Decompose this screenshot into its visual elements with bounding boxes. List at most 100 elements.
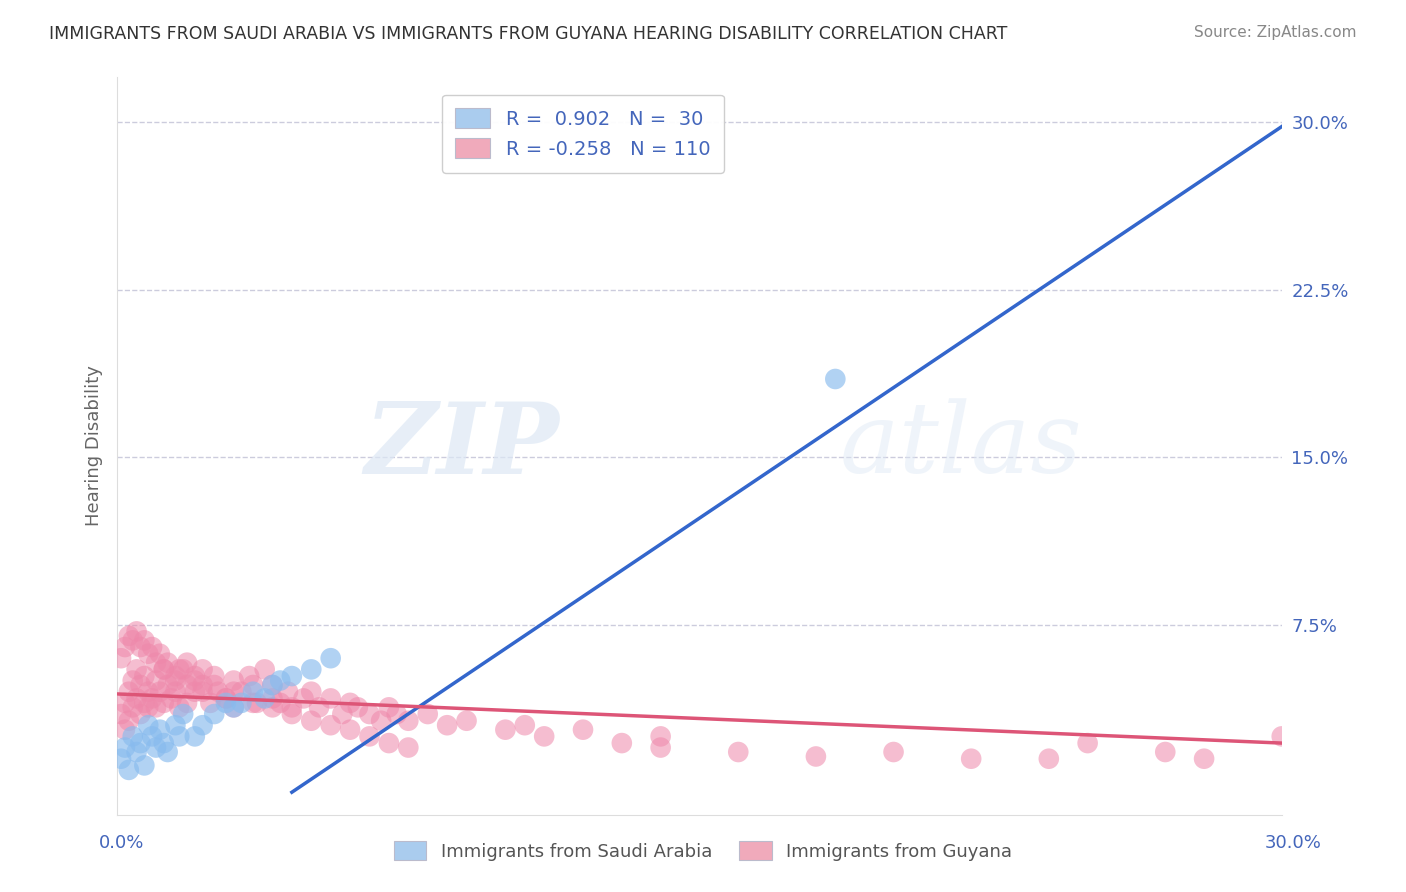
Point — [118, 684, 141, 698]
Point — [114, 740, 136, 755]
Point — [156, 656, 179, 670]
Point — [202, 669, 225, 683]
Point — [396, 740, 419, 755]
Point — [191, 678, 214, 692]
Point — [176, 696, 198, 710]
Point — [165, 673, 187, 688]
Point — [804, 749, 827, 764]
Point — [299, 684, 322, 698]
Point — [319, 651, 342, 665]
Point — [176, 656, 198, 670]
Point — [184, 669, 207, 683]
Point — [129, 706, 152, 721]
Point — [114, 723, 136, 737]
Point — [169, 730, 191, 744]
Point — [883, 745, 905, 759]
Point — [960, 752, 983, 766]
Point — [169, 662, 191, 676]
Point — [172, 706, 194, 721]
Point — [141, 691, 163, 706]
Point — [572, 723, 595, 737]
Point — [141, 730, 163, 744]
Point — [262, 678, 284, 692]
Point — [222, 700, 245, 714]
Point — [118, 629, 141, 643]
Point — [253, 691, 276, 706]
Point — [238, 669, 260, 683]
Point — [202, 678, 225, 692]
Point — [292, 691, 315, 706]
Legend: Immigrants from Saudi Arabia, Immigrants from Guyana: Immigrants from Saudi Arabia, Immigrants… — [385, 832, 1021, 870]
Point — [141, 640, 163, 654]
Point — [145, 656, 167, 670]
Point — [330, 706, 353, 721]
Point — [134, 758, 156, 772]
Point — [156, 678, 179, 692]
Point — [191, 684, 214, 698]
Point — [129, 736, 152, 750]
Point — [114, 640, 136, 654]
Point — [152, 662, 174, 676]
Point — [152, 736, 174, 750]
Point — [172, 662, 194, 676]
Point — [246, 696, 269, 710]
Text: 0.0%: 0.0% — [98, 834, 143, 852]
Point — [149, 723, 172, 737]
Point — [1077, 736, 1099, 750]
Y-axis label: Hearing Disability: Hearing Disability — [86, 366, 103, 526]
Text: atlas: atlas — [839, 399, 1083, 493]
Point — [385, 706, 408, 721]
Point — [222, 700, 245, 714]
Point — [231, 696, 253, 710]
Point — [129, 640, 152, 654]
Point — [281, 706, 304, 721]
Point — [118, 763, 141, 777]
Point — [165, 684, 187, 698]
Text: IMMIGRANTS FROM SAUDI ARABIA VS IMMIGRANTS FROM GUYANA HEARING DISABILITY CORREL: IMMIGRANTS FROM SAUDI ARABIA VS IMMIGRAN… — [49, 25, 1008, 43]
Point — [169, 700, 191, 714]
Point — [396, 714, 419, 728]
Point — [118, 714, 141, 728]
Point — [110, 651, 132, 665]
Point — [165, 718, 187, 732]
Point — [456, 714, 478, 728]
Point — [222, 673, 245, 688]
Point — [121, 700, 143, 714]
Point — [125, 624, 148, 639]
Point — [200, 696, 222, 710]
Point — [134, 633, 156, 648]
Point — [136, 684, 159, 698]
Point — [416, 706, 439, 721]
Point — [242, 696, 264, 710]
Point — [207, 684, 229, 698]
Legend: R =  0.902   N =  30, R = -0.258   N = 110: R = 0.902 N = 30, R = -0.258 N = 110 — [441, 95, 724, 172]
Point — [242, 684, 264, 698]
Point — [533, 730, 555, 744]
Point — [378, 700, 401, 714]
Point — [215, 696, 238, 710]
Point — [339, 696, 361, 710]
Point — [650, 740, 672, 755]
Point — [319, 691, 342, 706]
Point — [231, 684, 253, 698]
Point — [129, 678, 152, 692]
Point — [269, 696, 291, 710]
Point — [269, 673, 291, 688]
Point — [222, 684, 245, 698]
Point — [339, 723, 361, 737]
Point — [262, 700, 284, 714]
Point — [262, 678, 284, 692]
Point — [191, 718, 214, 732]
Point — [727, 745, 749, 759]
Point — [134, 696, 156, 710]
Point — [1271, 730, 1294, 744]
Point — [513, 718, 536, 732]
Point — [191, 662, 214, 676]
Point — [359, 730, 381, 744]
Point — [125, 691, 148, 706]
Point — [242, 678, 264, 692]
Point — [281, 700, 304, 714]
Point — [176, 678, 198, 692]
Point — [1154, 745, 1177, 759]
Point — [152, 696, 174, 710]
